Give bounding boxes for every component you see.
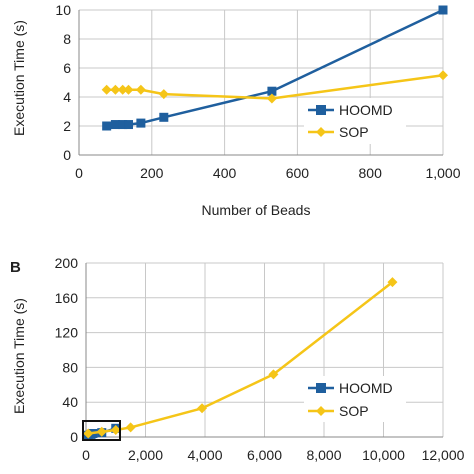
panel-a-legend: HOOMD SOP: [304, 98, 406, 144]
panel-a-x-tick-label: 0: [75, 165, 83, 181]
panel-b-x-tick-label: 10,000: [362, 447, 405, 463]
panel-b-sop-point: [125, 422, 136, 433]
panel-a-y-tick-label: 8: [63, 31, 71, 47]
panel-a-hoomd-point: [110, 120, 120, 130]
panel-a-series: [101, 5, 448, 131]
panel-b-y-tick-label: 40: [62, 394, 78, 410]
panel-b-legend-hoomd-label: HOOMD: [339, 380, 393, 396]
panel-a-hoomd-point: [136, 118, 146, 128]
panel-a-hoomd-point: [102, 121, 112, 131]
panel-a-x-tick-label: 800: [359, 165, 383, 181]
panel-a-y-tick-label: 4: [63, 89, 71, 105]
panel-a-y-tick-label: 6: [63, 60, 71, 76]
panel-b-x-tick-labels: 0 2,000 4,000 6,000 8,000 10,000 12,000: [82, 447, 465, 463]
panel-b-x-tick-label: 4,000: [187, 447, 222, 463]
panel-a-y-tick-labels: 0 2 4 6 8 10: [55, 2, 71, 163]
panel-b-axes: [85, 263, 443, 438]
panel-b-x-tick-label: 2,000: [128, 447, 163, 463]
panel-b-y-tick-label: 200: [55, 255, 79, 271]
panel-b-label: B: [10, 259, 21, 276]
panel-a-y-axis-title: Execution Time (s): [11, 20, 27, 136]
panel-b-legend-hoomd-marker: [316, 383, 326, 393]
panel-b-gridlines: [86, 262, 444, 437]
panel-a-x-tick-label: 1,000: [425, 165, 460, 181]
panel-a-legend-sop-marker: [316, 127, 326, 137]
panel-a-sop-point: [117, 84, 128, 95]
panel-a: 0 2 4 6 8 10 0 200 400 600 800 1,000 Number of Bea…: [11, 2, 461, 218]
panel-b-y-axis-title: Execution Time (s): [11, 298, 27, 414]
panel-a-hoomd-point: [438, 5, 448, 15]
panel-a-sop-point: [158, 89, 169, 100]
panel-a-sop-point: [123, 84, 134, 95]
panel-b-legend-sop-label: SOP: [339, 403, 369, 419]
panel-a-legend-hoomd-label: HOOMD: [339, 102, 393, 118]
panel-b-y-tick-labels: 0 40 80 120 160 200: [55, 255, 79, 445]
panel-b: B 0 40 80 120 160 200 0 2,000 4,000 6,000 8,000 10…: [10, 255, 465, 463]
panel-a-y-tick-label: 2: [63, 118, 71, 134]
panel-a-x-tick-label: 600: [286, 165, 310, 181]
panel-a-sop-point: [438, 70, 448, 81]
panel-b-y-tick-label: 160: [55, 290, 79, 306]
panel-a-sop-point: [135, 84, 146, 95]
panel-a-hoomd-point: [124, 120, 134, 130]
panel-b-sop-point: [387, 277, 398, 288]
panel-a-sop-point: [266, 93, 277, 104]
panel-b-x-tick-label: 6,000: [247, 447, 282, 463]
panel-b-legend: HOOMD SOP: [304, 376, 406, 422]
panel-b-series: [83, 277, 398, 440]
panel-a-axes: [78, 10, 443, 156]
panel-b-y-tick-label: 120: [55, 325, 79, 341]
panel-a-legend-hoomd-marker: [316, 105, 326, 115]
panel-a-x-tick-labels: 0 200 400 600 800 1,000: [75, 165, 461, 181]
panel-a-sop-point: [110, 84, 121, 95]
panel-a-sop-point: [101, 84, 112, 95]
panel-a-x-axis-title: Number of Beads: [202, 202, 311, 218]
panel-b-y-tick-label: 80: [62, 359, 78, 375]
panel-a-x-tick-label: 400: [213, 165, 237, 181]
panel-a-legend-sop-label: SOP: [339, 124, 369, 140]
panel-a-y-tick-label: 0: [63, 147, 71, 163]
panel-b-sop-point: [197, 403, 208, 414]
panel-a-hoomd-point: [118, 120, 128, 130]
panel-b-y-tick-label: 0: [70, 429, 78, 445]
panel-b-legend-sop-marker: [316, 406, 326, 416]
panel-b-x-tick-label: 0: [82, 447, 90, 463]
panel-b-sop-point: [110, 425, 121, 436]
panel-a-x-tick-label: 200: [140, 165, 164, 181]
panel-b-x-tick-label: 12,000: [422, 447, 465, 463]
panel-b-zoom-highlight-box: [82, 420, 121, 441]
panel-b-sop-point: [83, 428, 94, 439]
panel-b-x-tick-label: 8,000: [306, 447, 341, 463]
panel-a-y-tick-label: 10: [55, 2, 71, 18]
panel-a-hoomd-point: [267, 86, 277, 96]
panel-a-hoomd-point: [159, 112, 169, 122]
panel-b-sop-point: [268, 369, 279, 380]
panel-b-sop-point: [96, 426, 107, 437]
